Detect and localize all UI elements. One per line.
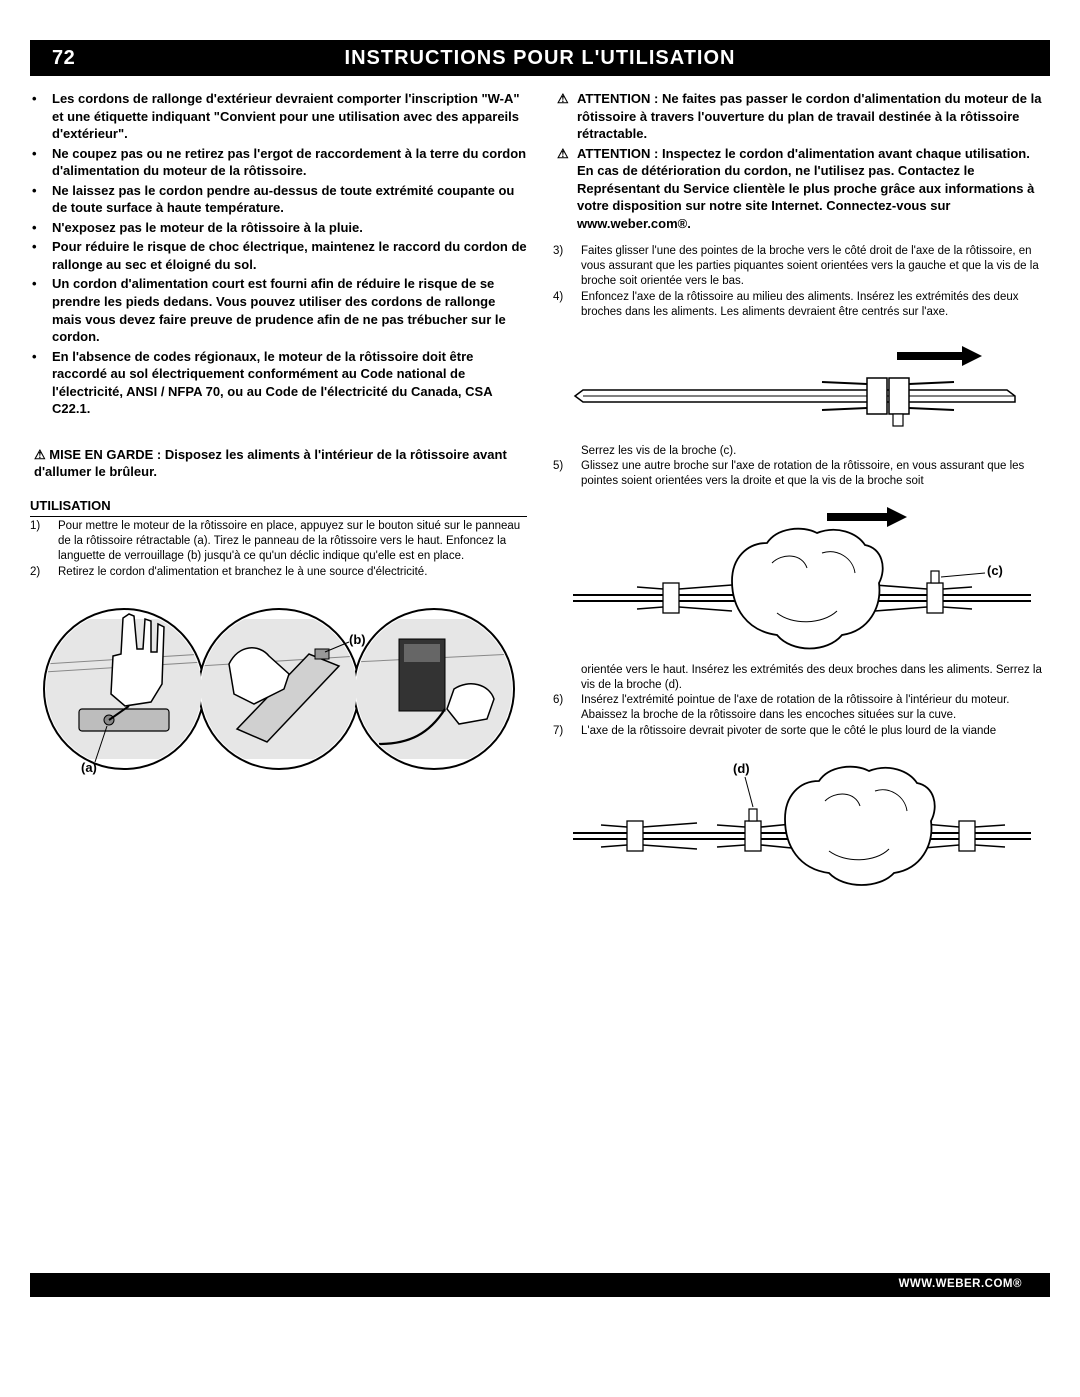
bullet-item: Pour réduire le risque de choc électriqu… xyxy=(52,238,527,273)
figure-1: (a) (b) xyxy=(30,594,527,784)
step-text: L'axe de la rôtissoire devrait pivoter d… xyxy=(581,724,1050,739)
svg-text:(d): (d) xyxy=(733,761,750,776)
note-orientee: orientée vers le haut. Insérez les extré… xyxy=(553,663,1050,693)
footer-bar: WWW.WEBER.COM® xyxy=(30,1273,1050,1297)
step-text: Glissez une autre broche sur l'axe de ro… xyxy=(581,459,1050,489)
safety-bullet-list: Les cordons de rallonge d'extérieur devr… xyxy=(30,90,527,418)
utilisation-heading: UTILISATION xyxy=(30,497,527,518)
left-steps: 1)Pour mettre le moteur de la rôtissoire… xyxy=(30,519,527,580)
step-text: Enfoncez l'axe de la rôtissoire au milie… xyxy=(581,290,1050,320)
bullet-item: Ne laissez pas le cordon pendre au-dessu… xyxy=(52,182,527,217)
attention-item: ⚠ ATTENTION : Inspectez le cordon d'alim… xyxy=(557,145,1050,233)
step-text: Pour mettre le moteur de la rôtissoire e… xyxy=(58,519,527,564)
step-text: Faites glisser l'une des pointes de la b… xyxy=(581,244,1050,289)
step-text: Insérez l'extrémité pointue de l'axe de … xyxy=(581,693,1050,723)
mise-en-garde: ⚠ MISE EN GARDE : Disposez les aliments … xyxy=(30,446,527,481)
fig1-label-a: (a) xyxy=(81,760,97,775)
attention-list: ⚠ ATTENTION : Ne faites pas passer le co… xyxy=(553,90,1050,232)
page-number: 72 xyxy=(30,45,120,72)
warning-icon: ⚠ xyxy=(557,90,577,143)
figure-2 xyxy=(553,334,1050,434)
left-column: Les cordons de rallonge d'extérieur devr… xyxy=(30,90,527,903)
bullet-item: Un cordon d'alimentation court est fourn… xyxy=(52,275,527,345)
step-num: 2) xyxy=(30,565,58,580)
content-columns: Les cordons de rallonge d'extérieur devr… xyxy=(30,90,1050,903)
bullet-item: N'exposez pas le moteur de la rôtissoire… xyxy=(52,219,527,237)
warning-icon: ⚠ xyxy=(557,145,577,233)
step-num: 1) xyxy=(30,519,58,564)
step-num: 3) xyxy=(553,244,581,289)
figure-4: (d) xyxy=(553,753,1050,893)
right-steps-c: 6)Insérez l'extrémité pointue de l'axe d… xyxy=(553,693,1050,739)
step-num: 4) xyxy=(553,290,581,320)
right-steps-a: 3)Faites glisser l'une des pointes de la… xyxy=(553,244,1050,320)
bullet-item: Les cordons de rallonge d'extérieur devr… xyxy=(52,90,527,143)
right-column: ⚠ ATTENTION : Ne faites pas passer le co… xyxy=(553,90,1050,903)
attention-text: ATTENTION : Ne faites pas passer le cord… xyxy=(577,90,1050,143)
footer-text: WWW.WEBER.COM® xyxy=(899,1277,1022,1293)
attention-text: ATTENTION : Inspectez le cordon d'alimen… xyxy=(577,145,1050,233)
note-serrez-c: Serrez les vis de la broche (c). xyxy=(553,444,1050,459)
step-text: Retirez le cordon d'alimentation et bran… xyxy=(58,565,527,580)
bullet-item: Ne coupez pas ou ne retirez pas l'ergot … xyxy=(52,145,527,180)
figure-3: (c) xyxy=(553,503,1050,653)
step-item: 4)Enfoncez l'axe de la rôtissoire au mil… xyxy=(553,290,1050,320)
right-steps-b: 5)Glissez une autre broche sur l'axe de … xyxy=(553,459,1050,489)
step-item: 6)Insérez l'extrémité pointue de l'axe d… xyxy=(553,693,1050,723)
page-title: INSTRUCTIONS POUR L'UTILISATION xyxy=(120,45,1050,72)
step-num: 5) xyxy=(553,459,581,489)
bullet-item: En l'absence de codes régionaux, le mote… xyxy=(52,348,527,418)
step-item: 7)L'axe de la rôtissoire devrait pivoter… xyxy=(553,724,1050,739)
step-item: 1)Pour mettre le moteur de la rôtissoire… xyxy=(30,519,527,564)
step-item: 3)Faites glisser l'une des pointes de la… xyxy=(553,244,1050,289)
header-bar: 72 INSTRUCTIONS POUR L'UTILISATION xyxy=(30,40,1050,76)
fig1-label-b: (b) xyxy=(349,632,366,647)
attention-item: ⚠ ATTENTION : Ne faites pas passer le co… xyxy=(557,90,1050,143)
step-item: 5)Glissez une autre broche sur l'axe de … xyxy=(553,459,1050,489)
step-num: 7) xyxy=(553,724,581,739)
svg-text:(c): (c) xyxy=(987,563,1003,578)
step-num: 6) xyxy=(553,693,581,723)
step-item: 2)Retirez le cordon d'alimentation et br… xyxy=(30,565,527,580)
